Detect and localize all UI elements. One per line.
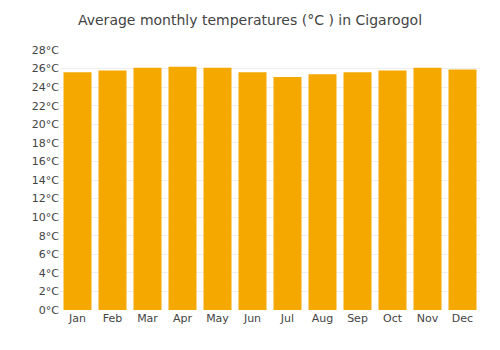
svg-text:Mar: Mar	[137, 312, 158, 325]
svg-text:26°C: 26°C	[32, 62, 59, 75]
svg-text:0°C: 0°C	[39, 304, 59, 317]
svg-text:22°C: 22°C	[32, 100, 59, 113]
svg-text:Nov: Nov	[417, 312, 439, 325]
svg-text:Feb: Feb	[103, 312, 122, 325]
svg-text:Oct: Oct	[383, 312, 403, 325]
svg-text:Sep: Sep	[347, 312, 368, 325]
svg-text:Average monthly temperatures (: Average monthly temperatures (°C ) in Ci…	[78, 12, 422, 28]
svg-text:18°C: 18°C	[32, 137, 59, 150]
svg-text:14°C: 14°C	[32, 174, 59, 187]
svg-text:10°C: 10°C	[32, 211, 59, 224]
svg-text:6°C: 6°C	[39, 248, 59, 261]
svg-text:Jun: Jun	[243, 312, 261, 325]
svg-text:2°C: 2°C	[39, 285, 59, 298]
svg-text:12°C: 12°C	[32, 192, 59, 205]
svg-text:8°C: 8°C	[39, 230, 59, 243]
svg-text:24°C: 24°C	[32, 81, 59, 94]
svg-text:16°C: 16°C	[32, 155, 59, 168]
svg-text:Jul: Jul	[280, 312, 294, 325]
svg-text:4°C: 4°C	[39, 267, 59, 280]
svg-text:20°C: 20°C	[32, 118, 59, 131]
svg-text:May: May	[206, 312, 229, 325]
svg-text:28°C: 28°C	[32, 44, 59, 57]
svg-text:Dec: Dec	[452, 312, 473, 325]
svg-text:Aug: Aug	[312, 312, 333, 325]
svg-text:Jan: Jan	[68, 312, 86, 325]
svg-text:Apr: Apr	[173, 312, 193, 325]
